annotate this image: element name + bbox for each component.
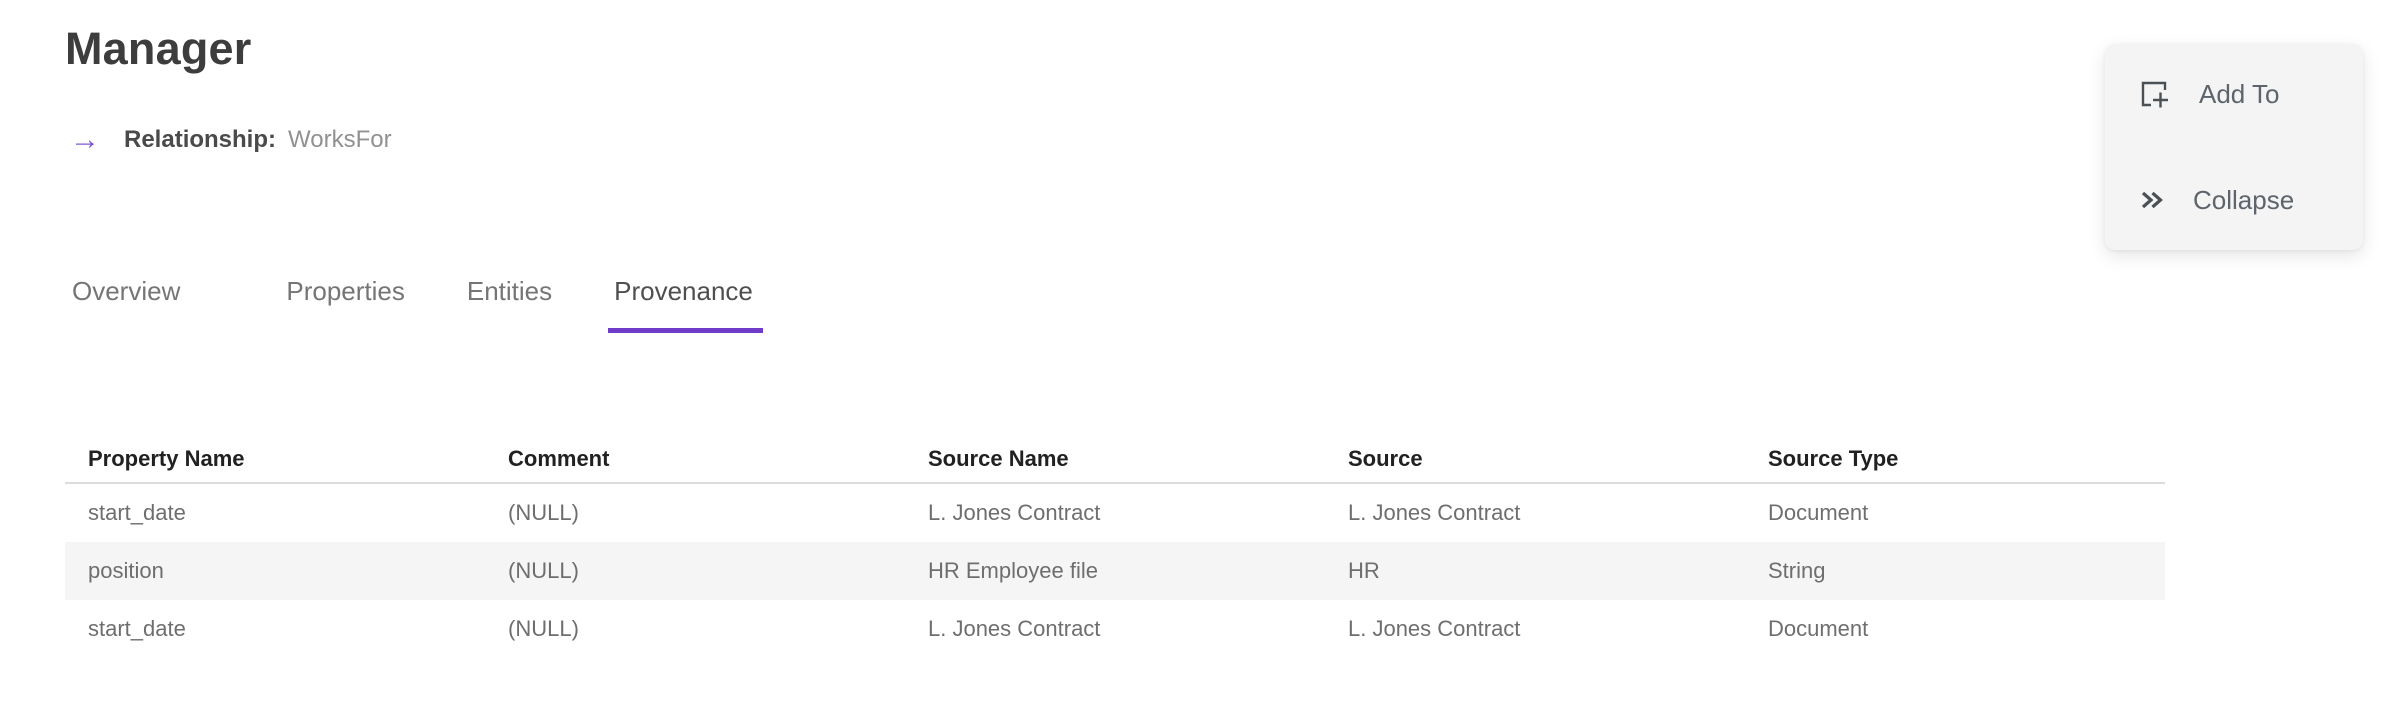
collapse-label: Collapse bbox=[2193, 184, 2295, 215]
table-cell: Document bbox=[1768, 616, 1869, 641]
table-cell: HR Employee file bbox=[928, 558, 1098, 583]
page-title: Manager bbox=[65, 23, 252, 74]
column-header: Source Name bbox=[928, 446, 1069, 471]
table-cell: start_date bbox=[88, 500, 186, 525]
action-card: Add To Collapse bbox=[2105, 44, 2363, 250]
table-header-row: Property Name Comment Source Name Source Sou… bbox=[65, 436, 2165, 484]
column-header: Source Type bbox=[1768, 446, 1899, 471]
right-arrow-icon: → bbox=[70, 123, 100, 156]
collapse-button[interactable]: Collapse bbox=[2137, 180, 2363, 220]
tab-entities[interactable]: Entities bbox=[466, 276, 553, 306]
table-row: start_date (NULL) L. Jones Contract L. Jone… bbox=[65, 600, 2165, 658]
table-cell: L. Jones Contract bbox=[1348, 500, 1521, 525]
table-cell: L. Jones Contract bbox=[928, 616, 1101, 641]
tab-provenance[interactable]: Provenance bbox=[608, 276, 763, 333]
table-row: position (NULL) HR Employee file HR String bbox=[65, 542, 2165, 600]
double-chevron-right-icon bbox=[2137, 182, 2167, 218]
table-cell: L. Jones Contract bbox=[1348, 616, 1521, 641]
table-cell: Document bbox=[1768, 500, 1869, 525]
table-cell: L. Jones Contract bbox=[928, 500, 1101, 525]
add-to-label: Add To bbox=[2199, 78, 2280, 109]
provenance-table: Property Name Comment Source Name Source Sou… bbox=[65, 436, 2165, 658]
table-cell: (NULL) bbox=[508, 558, 579, 583]
column-header: Property Name bbox=[88, 446, 245, 471]
tab-bar: Overview Properties Entities Provenance bbox=[72, 276, 2400, 333]
table-body: start_date (NULL) L. Jones Contract L. Jone… bbox=[65, 484, 2165, 658]
table-row: start_date (NULL) L. Jones Contract L. Jone… bbox=[65, 484, 2165, 542]
column-header: Comment bbox=[508, 446, 610, 471]
tab-overview[interactable]: Overview bbox=[72, 276, 181, 306]
column-header: Source bbox=[1348, 446, 1423, 471]
table-cell: (NULL) bbox=[508, 500, 579, 525]
relationship-label: Relationship: bbox=[124, 126, 277, 153]
table-cell: start_date bbox=[88, 616, 186, 641]
relationship-value: WorksFor bbox=[288, 126, 392, 153]
table-cell: String bbox=[1768, 558, 1826, 583]
tab-properties[interactable]: Properties bbox=[286, 276, 405, 306]
table-cell: HR bbox=[1348, 558, 1380, 583]
add-to-icon bbox=[2137, 76, 2173, 112]
table-cell: position bbox=[88, 558, 164, 583]
relationship-row: → Relationship: WorksFor bbox=[70, 124, 2400, 156]
add-to-button[interactable]: Add To bbox=[2137, 74, 2363, 114]
table-cell: (NULL) bbox=[508, 616, 579, 641]
